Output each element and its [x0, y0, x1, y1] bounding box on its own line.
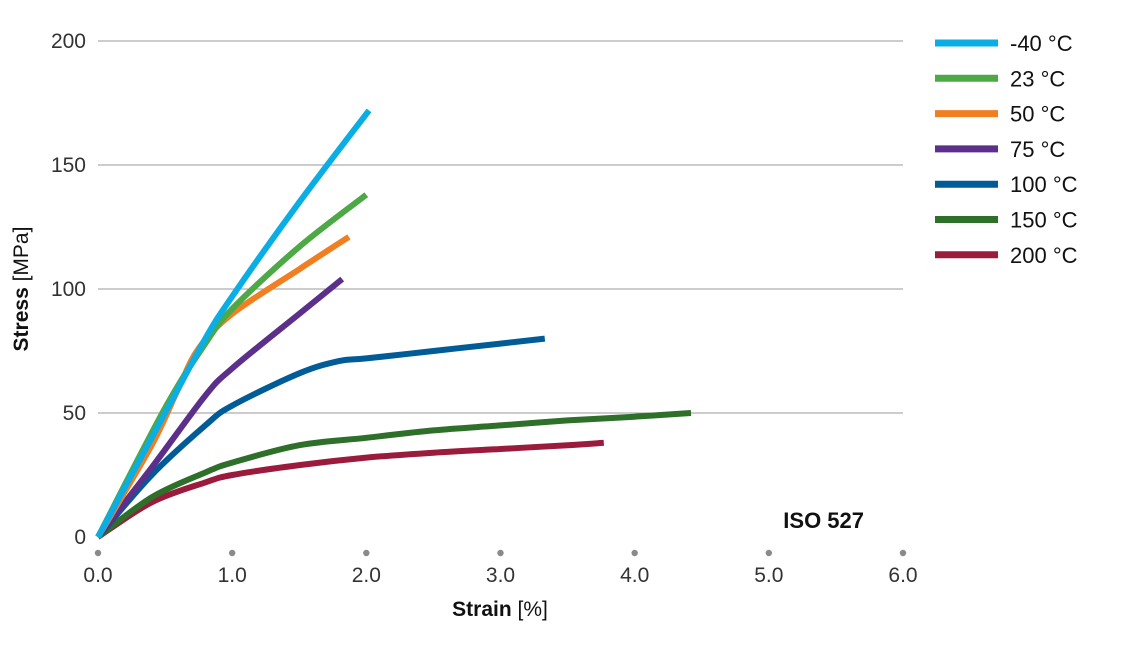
x-tick-dot — [631, 549, 638, 557]
x-tick-label: 3.0 — [486, 564, 515, 587]
series-line-150c — [96, 410, 692, 540]
series-line-200c — [96, 439, 604, 540]
x-tick-label: 5.0 — [754, 564, 783, 587]
legend-label: 100 °C — [1010, 172, 1078, 197]
legend-label: 200 °C — [1010, 243, 1078, 268]
legend-label: 150 °C — [1010, 208, 1078, 233]
x-tick-dot — [497, 549, 504, 557]
legend-label: 75 °C — [1010, 137, 1065, 162]
y-tick-label: 0 — [74, 526, 86, 549]
y-tick-label: 200 — [51, 30, 86, 53]
series-line-75c — [95, 276, 345, 539]
x-tick-labels: 0.0 1.0 2.0 3.0 4.0 5.0 6.0 — [83, 549, 918, 587]
x-tick-label: 1.0 — [218, 564, 247, 587]
x-tick-dot — [363, 549, 370, 557]
x-axis-title: Strain [%] — [452, 598, 548, 621]
x-tick-dot — [228, 549, 236, 557]
x-tick-dot — [94, 549, 102, 557]
y-tick-label: 100 — [51, 278, 86, 301]
series-line-100c — [95, 335, 546, 539]
legend-label: 23 °C — [1010, 66, 1065, 91]
x-tick-label: 0.0 — [83, 564, 112, 587]
x-tick-label: 6.0 — [888, 564, 917, 587]
annotation-iso-527: ISO 527 — [783, 508, 864, 533]
grid-lines — [98, 40, 903, 414]
legend-label: -40 °C — [1010, 31, 1073, 56]
y-tick-label: 50 — [63, 402, 86, 425]
y-axis-title: Stress [MPa] — [10, 227, 33, 352]
legend: -40 °C 23 °C 50 °C 75 °C 100 °C 150 °C 200 °C — [935, 31, 1078, 268]
y-tick-label: 150 — [51, 154, 86, 177]
x-tick-label: 2.0 — [352, 564, 381, 587]
series-line-40c — [95, 108, 372, 539]
x-tick-label: 4.0 — [620, 564, 649, 587]
x-tick-dot — [899, 549, 907, 557]
y-tick-labels: 0 50 100 150 200 — [51, 30, 86, 549]
x-tick-dot — [765, 549, 773, 557]
legend-label: 50 °C — [1010, 102, 1065, 127]
series-lines — [95, 108, 692, 540]
